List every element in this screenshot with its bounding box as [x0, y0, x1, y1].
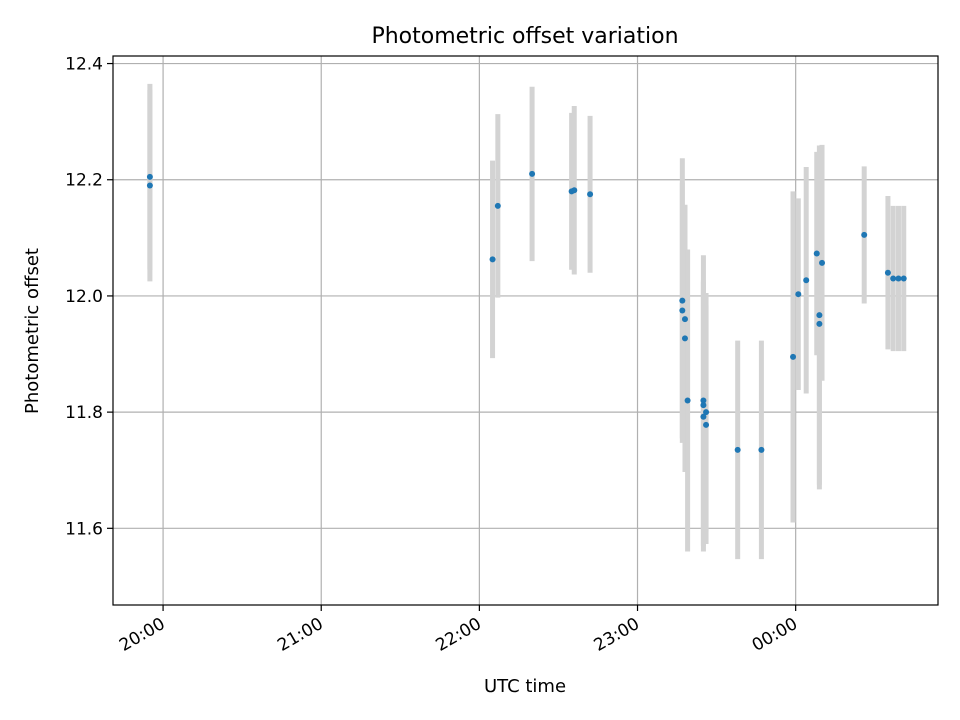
data-point: [703, 421, 710, 428]
data-point: [681, 316, 688, 323]
data-point: [790, 353, 797, 360]
data-point: [900, 275, 907, 282]
data-point: [803, 277, 810, 284]
x-tick-label: 21:00: [274, 614, 326, 656]
data-point: [529, 170, 536, 177]
plot-frame: [112, 55, 939, 606]
data-point: [146, 182, 153, 189]
data-point: [681, 335, 688, 342]
data-point: [734, 446, 741, 453]
y-tick-label: 12.2: [65, 171, 103, 191]
data-point: [146, 173, 153, 180]
data-point: [819, 259, 826, 266]
data-point: [795, 291, 802, 298]
data-point: [703, 409, 710, 416]
data-point: [890, 275, 897, 282]
y-tick-label: 12.4: [65, 55, 103, 75]
data-point: [489, 256, 496, 263]
data-point: [895, 275, 902, 282]
data-point: [861, 231, 868, 238]
data-point: [884, 269, 891, 276]
data-point: [679, 297, 686, 304]
axis-ticks: 20:00 21:00 22:00 23:00 00:00 11.6 11.8 12.0 12.…: [65, 55, 801, 656]
data-point: [494, 202, 501, 209]
data-point: [813, 250, 820, 257]
x-tick-label: 22:00: [432, 614, 484, 656]
data-point: [700, 397, 707, 404]
data-point: [700, 413, 707, 420]
chart-title: Photometric offset variation: [371, 24, 678, 49]
data-point: [679, 307, 686, 314]
grid-lines: [113, 56, 938, 605]
data-point: [587, 191, 594, 198]
y-tick-label: 11.6: [65, 519, 103, 539]
x-axis-label: UTC time: [484, 676, 566, 697]
y-tick-label: 12.0: [65, 287, 103, 307]
x-tick-label: 23:00: [591, 614, 643, 656]
data-point: [684, 397, 691, 404]
data-point: [816, 312, 823, 319]
error-bars: [147, 83, 907, 560]
data-point: [700, 402, 707, 409]
y-tick-label: 11.8: [65, 403, 103, 423]
data-point: [816, 320, 823, 327]
y-axis-label: Photometric offset: [22, 248, 43, 414]
data-points: [146, 170, 907, 453]
data-point: [758, 446, 765, 453]
x-tick-label: 00:00: [749, 614, 801, 656]
x-tick-label: 20:00: [116, 614, 168, 656]
data-point: [571, 187, 578, 194]
